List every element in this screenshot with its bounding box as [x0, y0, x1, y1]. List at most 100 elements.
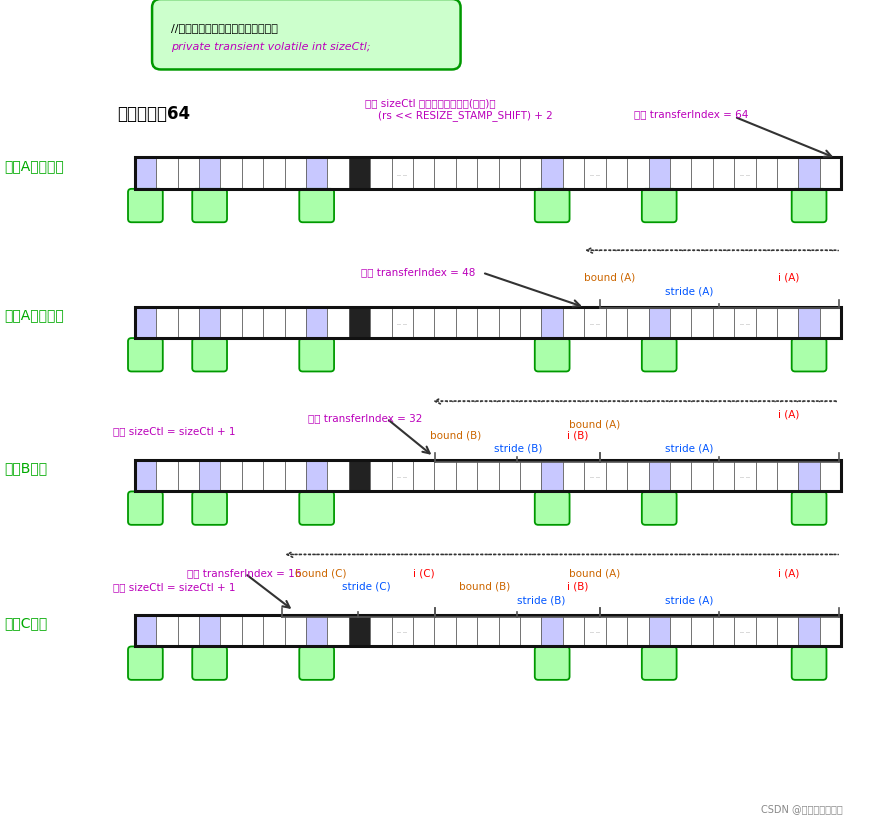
Bar: [221, 307, 242, 339]
Bar: [263, 615, 284, 647]
Bar: [135, 158, 841, 190]
Bar: [306, 158, 328, 190]
Bar: [284, 615, 306, 647]
Bar: [755, 307, 777, 339]
Bar: [799, 615, 819, 647]
Text: private transient volatile int sizeCtl;: private transient volatile int sizeCtl;: [171, 42, 371, 52]
Bar: [135, 158, 156, 190]
Text: bound (A): bound (A): [569, 568, 620, 578]
Bar: [734, 615, 755, 647]
Bar: [177, 307, 199, 339]
Bar: [627, 158, 648, 190]
Text: i (A): i (A): [778, 568, 799, 578]
Bar: [670, 615, 692, 647]
Text: 线程C加入: 线程C加入: [4, 616, 48, 629]
FancyBboxPatch shape: [534, 647, 569, 680]
FancyBboxPatch shape: [192, 492, 227, 525]
Text: .. ..: .. ..: [740, 171, 750, 176]
Bar: [135, 307, 156, 339]
Bar: [456, 460, 477, 492]
FancyBboxPatch shape: [792, 339, 826, 372]
Bar: [777, 615, 799, 647]
Text: 设置 transferIndex = 32: 设置 transferIndex = 32: [308, 412, 423, 422]
Bar: [563, 307, 584, 339]
Bar: [392, 615, 413, 647]
FancyBboxPatch shape: [299, 492, 334, 525]
Text: 数组长度：64: 数组长度：64: [117, 105, 190, 123]
Bar: [413, 307, 434, 339]
Bar: [520, 615, 541, 647]
Bar: [799, 158, 819, 190]
Bar: [177, 158, 199, 190]
Text: stride (A): stride (A): [665, 595, 713, 604]
Bar: [392, 158, 413, 190]
Bar: [692, 615, 713, 647]
Bar: [306, 460, 328, 492]
FancyBboxPatch shape: [299, 339, 334, 372]
FancyBboxPatch shape: [128, 339, 163, 372]
Bar: [242, 307, 263, 339]
Bar: [713, 307, 734, 339]
FancyBboxPatch shape: [792, 647, 826, 680]
Bar: [199, 615, 221, 647]
FancyBboxPatch shape: [128, 190, 163, 223]
Bar: [413, 158, 434, 190]
Bar: [348, 460, 370, 492]
Bar: [221, 460, 242, 492]
Text: bound (A): bound (A): [584, 272, 635, 282]
FancyBboxPatch shape: [534, 339, 569, 372]
Text: stride (B): stride (B): [517, 595, 566, 604]
Bar: [541, 158, 563, 190]
Bar: [563, 158, 584, 190]
Bar: [670, 307, 692, 339]
Text: 设置 transferIndex = 64: 设置 transferIndex = 64: [634, 109, 749, 119]
Text: .. ..: .. ..: [590, 474, 600, 479]
FancyBboxPatch shape: [642, 492, 677, 525]
Text: 设置 transferIndex = 16: 设置 transferIndex = 16: [187, 568, 302, 578]
FancyBboxPatch shape: [128, 492, 163, 525]
Bar: [477, 460, 499, 492]
FancyBboxPatch shape: [792, 190, 826, 223]
Bar: [648, 158, 670, 190]
FancyBboxPatch shape: [192, 339, 227, 372]
Bar: [156, 615, 177, 647]
Bar: [499, 615, 520, 647]
Bar: [584, 158, 606, 190]
Text: 线程A开始扩容: 线程A开始扩容: [4, 159, 64, 172]
Bar: [456, 615, 477, 647]
Bar: [477, 615, 499, 647]
FancyBboxPatch shape: [642, 339, 677, 372]
Bar: [348, 307, 370, 339]
Text: //用于记录当前并发扩容的线程数量: //用于记录当前并发扩容的线程数量: [171, 23, 278, 33]
FancyBboxPatch shape: [534, 492, 569, 525]
Bar: [242, 460, 263, 492]
Bar: [392, 307, 413, 339]
Bar: [541, 460, 563, 492]
Text: bound (B): bound (B): [459, 581, 510, 591]
Bar: [199, 158, 221, 190]
Bar: [713, 460, 734, 492]
Bar: [819, 460, 841, 492]
Text: stride (A): stride (A): [665, 286, 713, 296]
Bar: [584, 460, 606, 492]
Bar: [156, 158, 177, 190]
Text: bound (C): bound (C): [295, 568, 347, 578]
Bar: [456, 158, 477, 190]
Text: .. ..: .. ..: [740, 628, 750, 633]
FancyBboxPatch shape: [534, 190, 569, 223]
Text: bound (A): bound (A): [569, 419, 620, 429]
Bar: [734, 460, 755, 492]
Bar: [734, 307, 755, 339]
Text: 设置 transferIndex = 48: 设置 transferIndex = 48: [361, 267, 475, 277]
Bar: [135, 615, 841, 647]
Bar: [648, 307, 670, 339]
Text: 线程B加入: 线程B加入: [4, 461, 48, 474]
Bar: [477, 307, 499, 339]
Bar: [221, 158, 242, 190]
Bar: [799, 460, 819, 492]
Bar: [819, 615, 841, 647]
Bar: [670, 158, 692, 190]
Bar: [520, 460, 541, 492]
Bar: [434, 158, 456, 190]
Bar: [606, 307, 627, 339]
